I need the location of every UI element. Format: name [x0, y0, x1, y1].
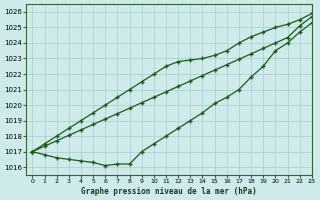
X-axis label: Graphe pression niveau de la mer (hPa): Graphe pression niveau de la mer (hPa) [81, 187, 257, 196]
